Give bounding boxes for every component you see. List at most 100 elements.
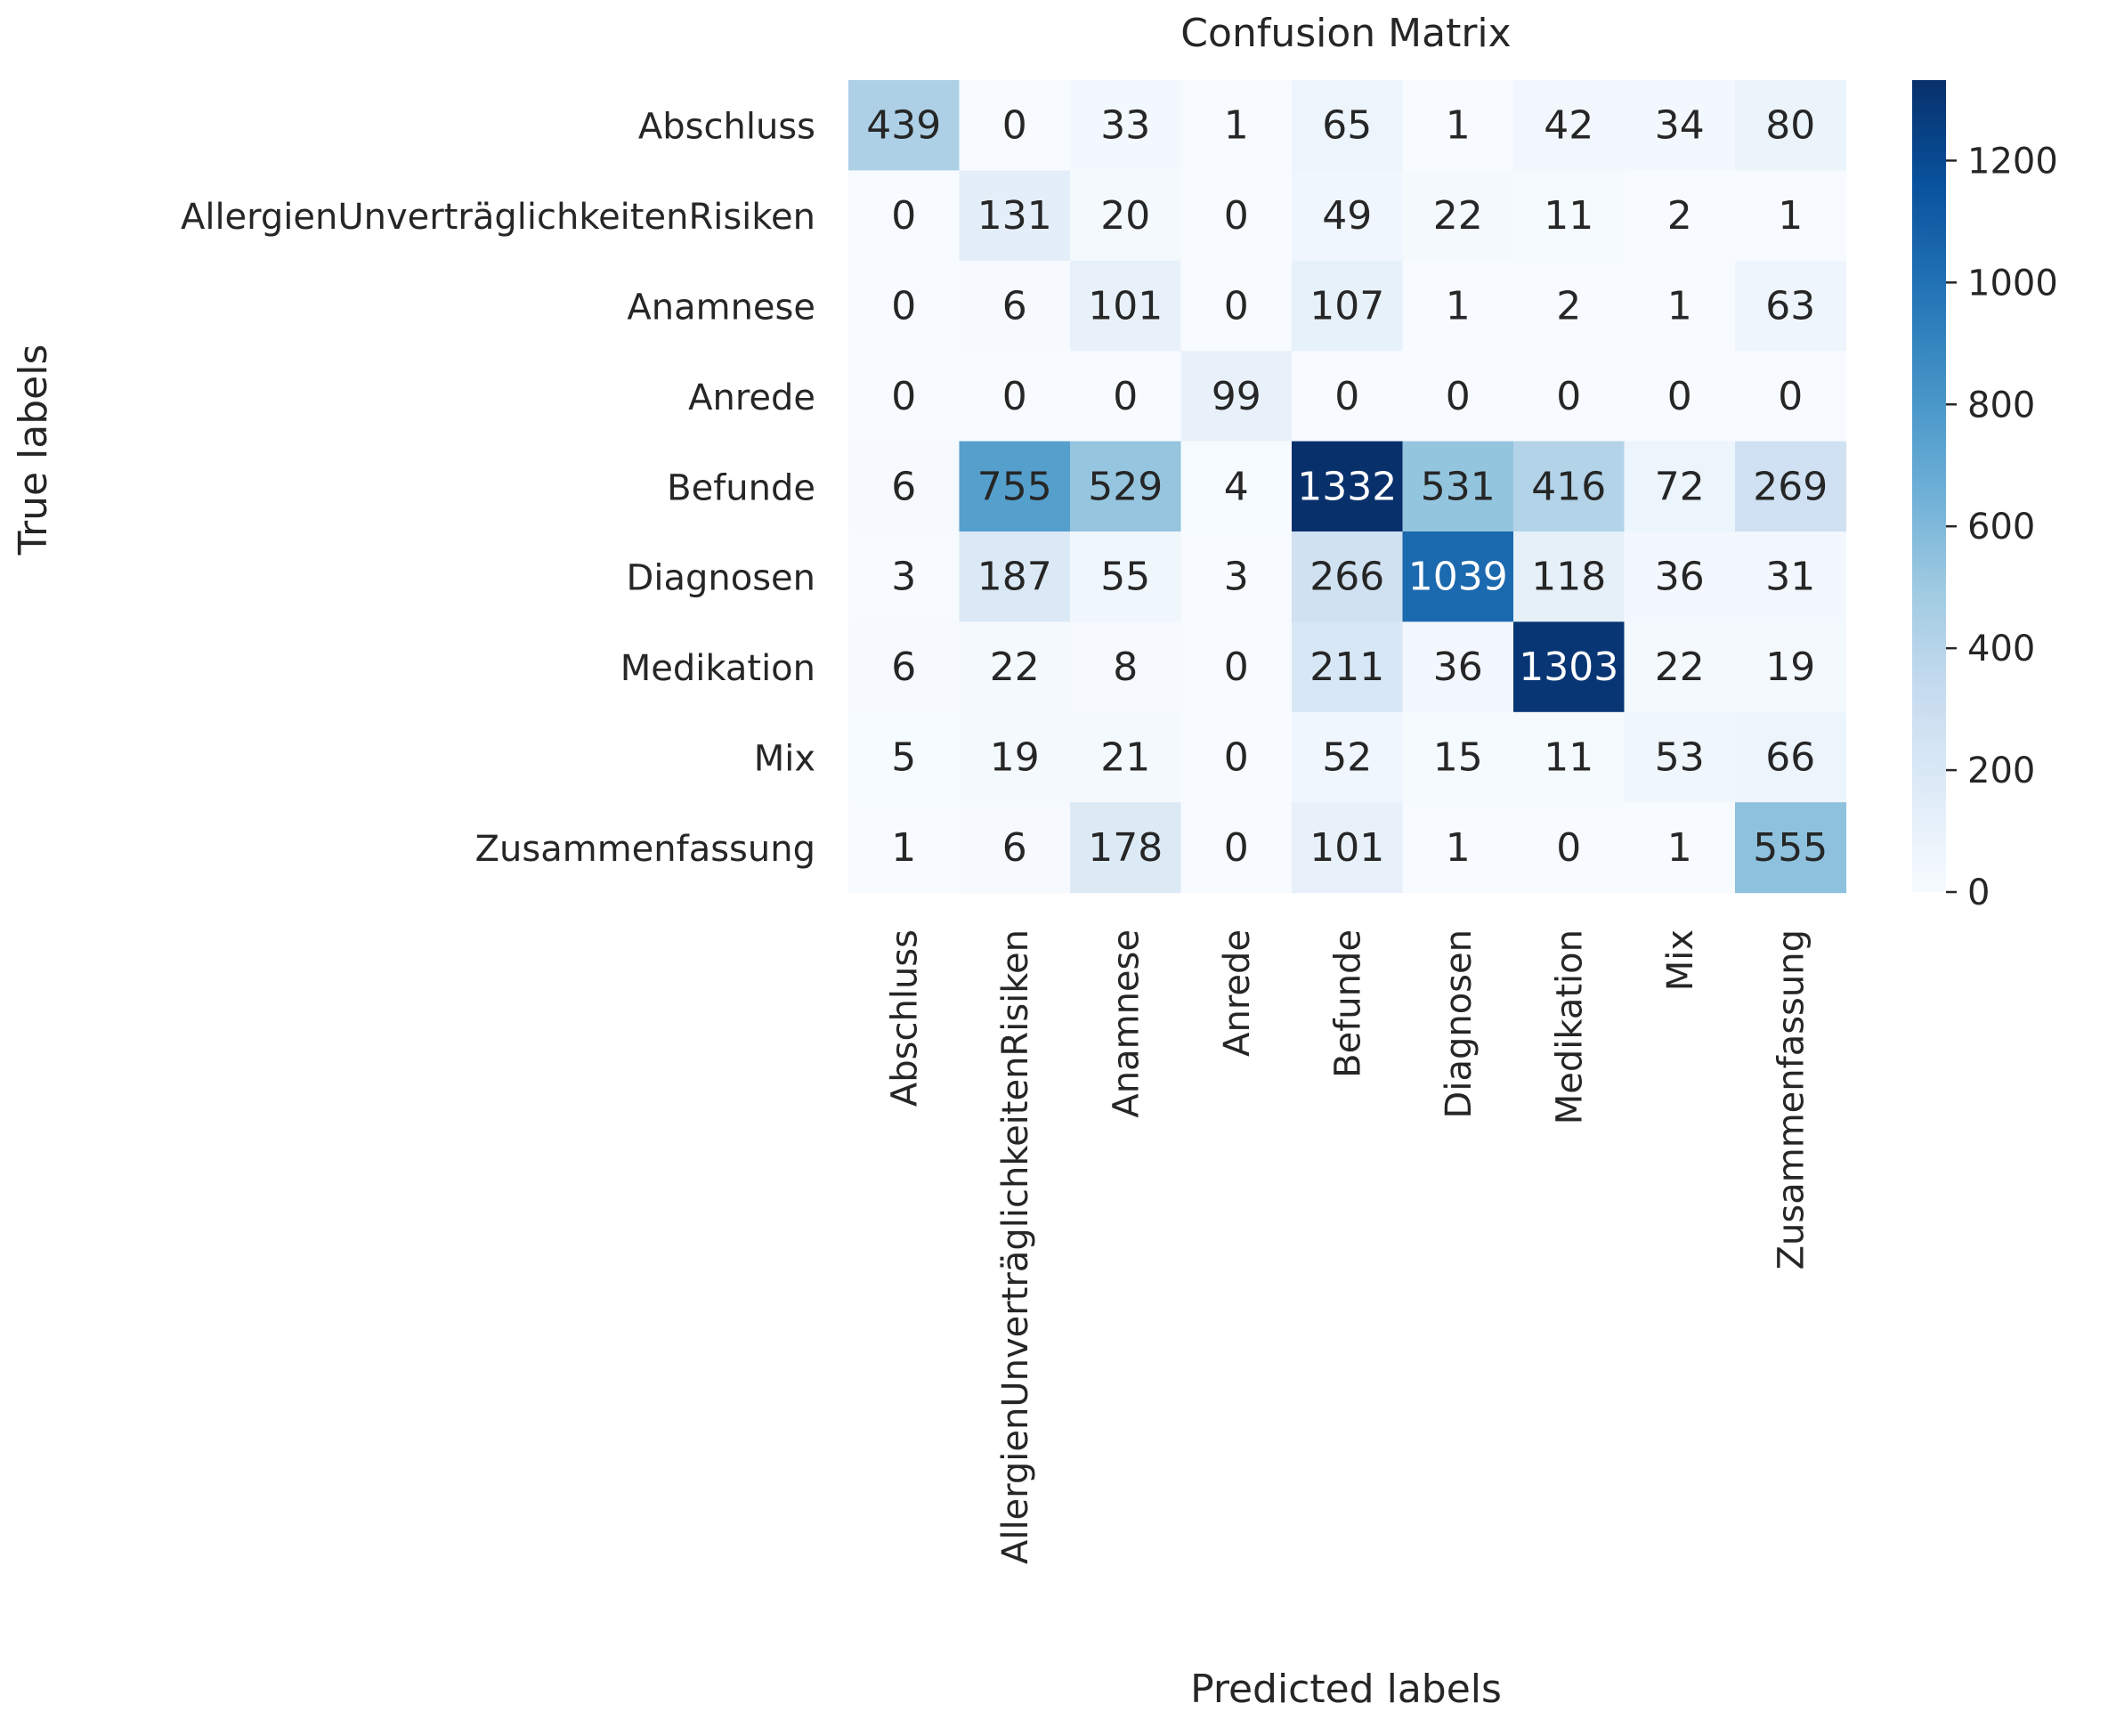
cell-value-label: 0 xyxy=(1002,374,1027,419)
row-tick-labels: Abschluss AllergienUnverträglichkeitenRis… xyxy=(181,107,815,870)
cell-value-label: 118 xyxy=(1531,555,1606,600)
cell-value-label: 6 xyxy=(891,645,916,690)
heatmap-cell xyxy=(848,441,961,532)
cell-value-label: 0 xyxy=(1778,374,1803,419)
heatmap-cell xyxy=(1402,802,1514,894)
cell-value-label: 15 xyxy=(1433,735,1483,781)
cell-value-label: 11 xyxy=(1544,735,1593,781)
heatmap-cell xyxy=(1402,441,1514,532)
heatmap-cell xyxy=(1070,170,1182,262)
heatmap-cell xyxy=(1402,351,1514,442)
cell-value-label: 1 xyxy=(891,825,916,871)
heatmap-cell xyxy=(1624,802,1736,894)
cell-value-label: 34 xyxy=(1655,103,1705,149)
cell-value-label: 22 xyxy=(1655,645,1705,690)
heatmap-cell xyxy=(1513,711,1626,803)
heatmap-cell xyxy=(1735,621,1847,713)
heatmap-cell xyxy=(1292,621,1404,713)
heatmap-cell xyxy=(1735,351,1847,442)
heatmap-cell xyxy=(848,711,961,803)
cell-value-label: 2 xyxy=(1556,284,1581,329)
heatmap-cell xyxy=(1070,711,1182,803)
heatmap-cell xyxy=(1292,802,1404,894)
heatmap-cell xyxy=(848,531,961,622)
x-axis-label: Predicted labels xyxy=(1190,1667,1502,1712)
cell-value-label: 3 xyxy=(1224,555,1249,600)
heatmap-cell xyxy=(1624,170,1736,262)
cell-value-label: 1 xyxy=(1667,825,1692,871)
cell-value-label: 36 xyxy=(1655,555,1705,600)
column-label: AllergienUnverträglichkeitenRisiken xyxy=(995,929,1036,1564)
cell-value-label: 178 xyxy=(1088,825,1163,871)
heatmap-cell xyxy=(848,351,961,442)
cell-value-label: 0 xyxy=(1334,374,1359,419)
cell-value-label: 21 xyxy=(1100,735,1150,781)
cell-value-label: 11 xyxy=(1544,193,1593,239)
cell-value-label: 52 xyxy=(1322,735,1372,781)
heatmap-cell xyxy=(959,531,1071,622)
heatmap-cell xyxy=(1292,441,1404,532)
column-label: Diagnosen xyxy=(1439,929,1480,1118)
cell-value-label: 80 xyxy=(1765,103,1815,149)
column-tick-labels: Abschluss AllergienUnverträglichkeitenRis… xyxy=(884,929,1812,1564)
cell-value-label: 187 xyxy=(977,555,1052,600)
cell-value-label: 2 xyxy=(1667,193,1692,239)
cell-value-label: 1 xyxy=(1224,103,1249,149)
row-label: Abschluss xyxy=(638,107,815,148)
heatmap-cell xyxy=(959,80,1071,171)
cell-value-label: 6 xyxy=(1002,825,1027,871)
heatmap-cell xyxy=(1624,441,1736,532)
cell-value-label: 31 xyxy=(1765,555,1815,600)
heatmap-cell xyxy=(1402,711,1514,803)
heatmap-cell xyxy=(848,260,961,352)
heatmap-cell xyxy=(1292,351,1404,442)
colorbar-ticks: 0 200 400 600 800 1000 1200 xyxy=(1946,141,2058,913)
cell-value-label: 0 xyxy=(1224,284,1249,329)
heatmap-cell xyxy=(1180,531,1293,622)
cell-value-label: 531 xyxy=(1421,464,1496,509)
colorbar-tick-label: 800 xyxy=(1967,385,2035,426)
cell-value-label: 439 xyxy=(866,103,941,149)
heatmap-cell xyxy=(959,351,1071,442)
heatmap-cell xyxy=(1402,80,1514,171)
chart-title: Confusion Matrix xyxy=(1180,11,1511,56)
cell-value-label: 755 xyxy=(977,464,1052,509)
heatmap-cell xyxy=(1402,621,1514,713)
cell-value-label: 0 xyxy=(891,374,916,419)
cell-value-label: 55 xyxy=(1100,555,1150,600)
heatmap-cell xyxy=(848,621,961,713)
heatmap-cell xyxy=(1624,711,1736,803)
colorbar-tick-label: 200 xyxy=(1967,750,2035,791)
cell-value-label: 1303 xyxy=(1519,645,1618,690)
cell-value-label: 33 xyxy=(1100,103,1150,149)
heatmap-cell xyxy=(1070,621,1182,713)
cell-value-label: 5 xyxy=(891,735,916,781)
row-label: Diagnosen xyxy=(627,558,815,599)
colorbar-tick-label: 1000 xyxy=(1967,263,2058,304)
heatmap-cell xyxy=(1180,170,1293,262)
heatmap-cell xyxy=(1292,531,1404,622)
cell-value-label: 1 xyxy=(1446,284,1471,329)
y-axis-label: True labels xyxy=(11,345,56,556)
cell-value-label: 0 xyxy=(1224,645,1249,690)
heatmap-cells: 439 0 33 1 65 1 42 34 800 131 20 0 49 22 11 2 10 6 101 0 107… xyxy=(848,80,1847,894)
heatmap-cell xyxy=(1624,621,1736,713)
cell-value-label: 0 xyxy=(891,193,916,239)
column-label: Befunde xyxy=(1327,929,1368,1078)
heatmap-cell xyxy=(1735,80,1847,171)
heatmap-cell xyxy=(1070,351,1182,442)
row-label: Befunde xyxy=(667,467,815,508)
heatmap-cell xyxy=(1292,260,1404,352)
cell-value-label: 269 xyxy=(1753,464,1828,509)
cell-value-label: 6 xyxy=(891,464,916,509)
heatmap-cell xyxy=(959,802,1071,894)
colorbar xyxy=(1912,80,1946,892)
row-label: Zusammenfassung xyxy=(475,829,815,870)
heatmap-cell xyxy=(1513,170,1626,262)
heatmap-cell xyxy=(959,441,1071,532)
heatmap-cell xyxy=(1180,711,1293,803)
heatmap-cell xyxy=(1402,260,1514,352)
heatmap-cell xyxy=(1070,260,1182,352)
heatmap-cell xyxy=(1180,80,1293,171)
